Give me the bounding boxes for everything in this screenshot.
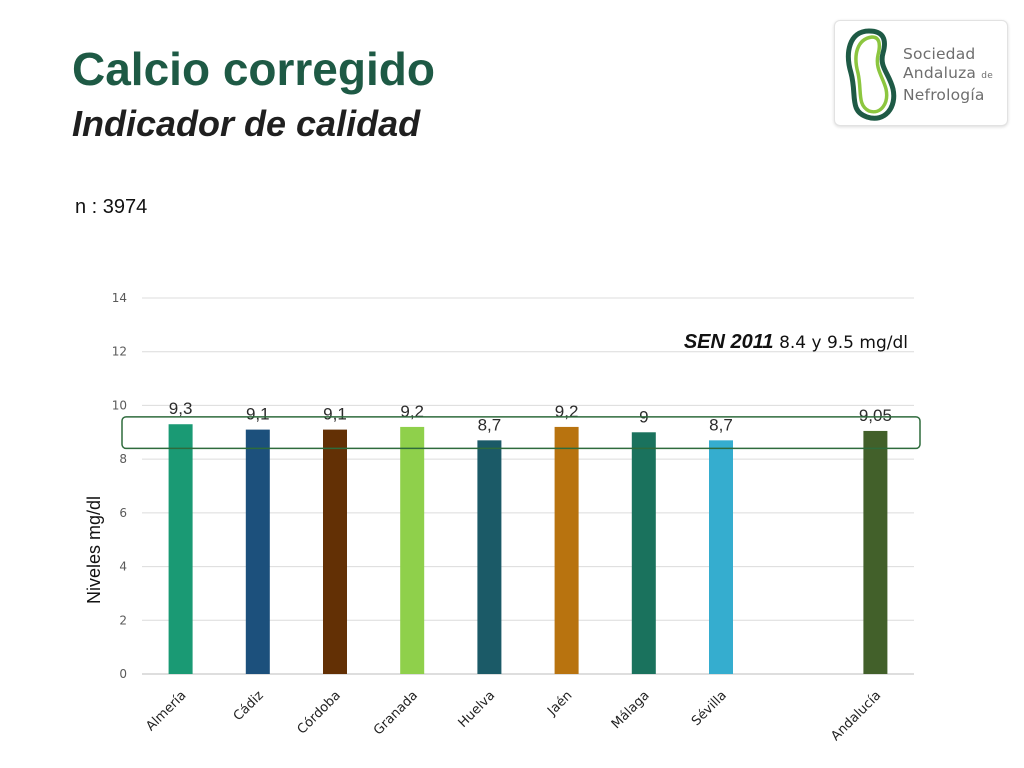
- data-label: 8,7: [478, 415, 502, 434]
- reference-range-text: 8.4 y 9.5 mg/dl: [779, 333, 908, 353]
- reference-label: SEN 2011: [684, 331, 779, 353]
- y-tick-label: 0: [119, 667, 127, 681]
- data-label: 9,2: [555, 402, 579, 421]
- category-label: Andalucía: [828, 688, 884, 744]
- logo-line-2: Andaluza de: [903, 64, 993, 82]
- data-label: 9,3: [169, 399, 193, 418]
- sample-size-label: n : 3974: [75, 196, 148, 218]
- society-logo: Sociedad Andaluza de Nefrología: [834, 20, 1008, 126]
- y-tick-label: 14: [112, 291, 127, 305]
- slide-title: Calcio corregido: [72, 43, 435, 95]
- bar: [554, 426, 579, 674]
- y-tick-label: 8: [119, 452, 127, 466]
- bar: [863, 430, 888, 674]
- category-label: Huelva: [456, 688, 499, 731]
- category-label: Cádiz: [231, 688, 267, 724]
- bar: [323, 429, 347, 674]
- category-label: Granada: [371, 688, 421, 738]
- reference-range-box: [121, 416, 921, 450]
- bar: [709, 440, 733, 674]
- y-tick-label: 6: [119, 506, 127, 520]
- y-axis-title: Niveles mg/dl: [84, 496, 104, 604]
- data-label: 9,05: [859, 406, 892, 425]
- category-label: Jaén: [544, 688, 575, 719]
- data-label: 9,2: [400, 402, 424, 421]
- category-label: Sévilla: [689, 688, 730, 729]
- logo-line-1: Sociedad: [903, 45, 976, 63]
- bar: [477, 440, 502, 674]
- y-tick-label: 4: [119, 560, 127, 574]
- data-label: 8,7: [709, 415, 733, 434]
- bar: [168, 424, 193, 674]
- y-tick-label: 12: [112, 345, 127, 359]
- slide-subtitle: Indicador de calidad: [72, 103, 421, 144]
- category-label: Almería: [143, 688, 189, 734]
- reference-annotation: SEN 2011 8.4 y 9.5 mg/dl: [684, 331, 908, 353]
- data-label: 9,1: [246, 405, 270, 424]
- data-label: 9,1: [323, 405, 347, 424]
- bar: [245, 429, 270, 674]
- bar: [400, 426, 425, 674]
- kidney-logo-icon: [845, 28, 897, 121]
- y-tick-label: 2: [119, 613, 127, 627]
- category-label: Málaga: [609, 688, 653, 732]
- y-tick-label: 10: [112, 398, 127, 412]
- logo-text: Sociedad Andaluza de Nefrología: [903, 45, 1007, 105]
- bar: [631, 432, 656, 674]
- logo-line-3: Nefrología: [903, 86, 985, 104]
- category-label: Córdoba: [295, 688, 344, 737]
